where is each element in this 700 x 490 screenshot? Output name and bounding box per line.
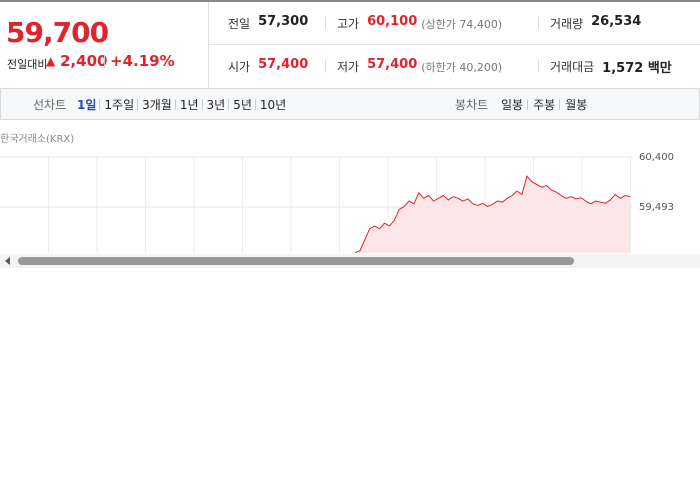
- divider: [538, 60, 539, 72]
- tab[interactable]: 10년: [259, 98, 287, 112]
- cell-value: 26,534: [591, 14, 642, 29]
- divider: [209, 44, 700, 45]
- tab[interactable]: 1주일: [104, 98, 135, 112]
- cell-value: 57,400: [367, 57, 418, 72]
- divider: [208, 2, 209, 88]
- cell-label: 저가: [337, 60, 360, 74]
- up-icon: ▲: [46, 54, 56, 68]
- divider: [325, 17, 326, 29]
- tab[interactable]: 월봉: [565, 98, 588, 112]
- change: 2,400: [60, 52, 108, 70]
- cell-note: (상한가 74,400): [421, 18, 503, 31]
- chart: 60,400 59,493: [0, 152, 700, 268]
- cell-value: 60,100: [367, 14, 418, 29]
- change-rate: +4.19%: [110, 52, 175, 70]
- area: [355, 176, 630, 253]
- divider: [137, 99, 139, 110]
- divider: [538, 17, 539, 29]
- divider: [201, 99, 203, 110]
- divider: [99, 99, 101, 110]
- cell-label: 거래대금: [550, 60, 595, 74]
- tab[interactable]: 1일: [77, 98, 97, 112]
- scroll-arrow: [5, 257, 10, 265]
- cell-label: 고가: [337, 17, 360, 31]
- cell-value: 1,572 백만: [602, 61, 672, 76]
- cell-label: 거래량: [550, 17, 584, 31]
- divider: [325, 60, 326, 72]
- price: 59,700: [6, 16, 109, 49]
- cell-label: 전일: [228, 17, 251, 31]
- source: 한국거래소(KRX): [0, 134, 75, 145]
- tab-bar: [0, 88, 700, 120]
- tab[interactable]: 일봉: [501, 98, 524, 112]
- change-label: 전일대비: [7, 58, 48, 71]
- tab[interactable]: 주봉: [533, 98, 556, 112]
- y-tick-label: 60,400: [639, 152, 674, 163]
- scroll-thumb: [18, 257, 574, 265]
- tab[interactable]: 1년: [179, 98, 199, 112]
- cell-value: 57,300: [258, 14, 309, 29]
- cell-note: (하한가 40,200): [421, 61, 503, 74]
- tab-group-label: 봉차트: [455, 98, 489, 112]
- cell-label: 시가: [228, 60, 251, 74]
- tab[interactable]: 5년: [233, 98, 252, 112]
- price-line: [354, 175, 631, 253]
- top-border: [0, 0, 700, 2]
- tab[interactable]: 3개월: [142, 98, 172, 112]
- divider: [104, 56, 105, 68]
- divider: [228, 99, 230, 110]
- cell-value: 57,400: [258, 57, 309, 72]
- divider: [254, 99, 256, 110]
- tab-group-label: 선차트: [33, 98, 67, 112]
- divider: [174, 99, 176, 110]
- y-tick-label: 59,493: [639, 202, 674, 213]
- divider: [527, 99, 529, 110]
- divider: [559, 99, 561, 110]
- tab[interactable]: 3년: [206, 98, 226, 112]
